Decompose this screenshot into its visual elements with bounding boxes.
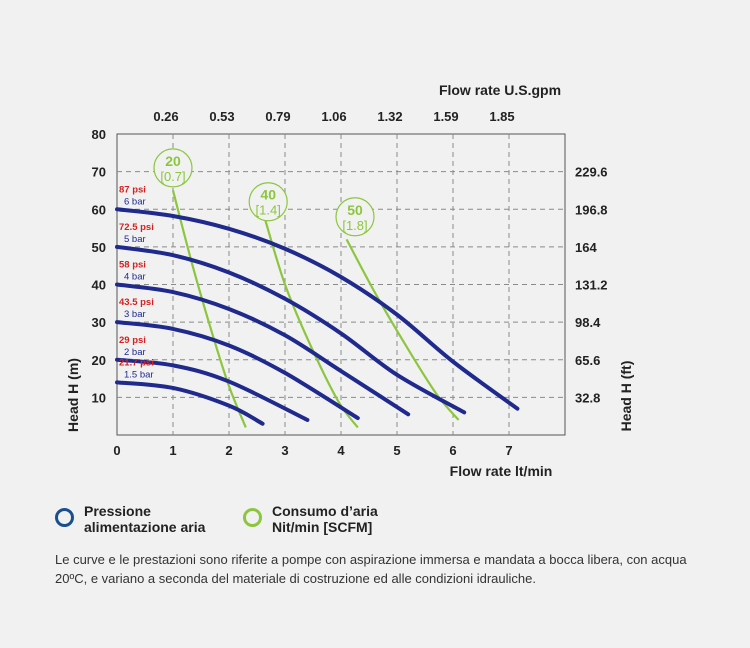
x-tick-label: 1 bbox=[169, 443, 176, 458]
top-tick-label: 1.59 bbox=[433, 109, 458, 124]
bar-label: 5 bar bbox=[124, 234, 146, 245]
right-tick-label: 98.4 bbox=[575, 315, 601, 330]
air-label-circle bbox=[153, 148, 193, 188]
air-label-circle bbox=[335, 197, 375, 237]
y-tick-label: 30 bbox=[92, 315, 106, 330]
x-tick-label: 2 bbox=[225, 443, 232, 458]
y-tick-label: 60 bbox=[92, 202, 106, 217]
x-tick-label: 5 bbox=[393, 443, 400, 458]
air-label-scfm: [0.7] bbox=[160, 169, 185, 184]
air-label-scfm: [1.8] bbox=[342, 218, 367, 233]
air-label-value: 50 bbox=[347, 202, 363, 218]
bar-label: 1.5 bar bbox=[124, 369, 154, 380]
legend-pressure: Pressione alimentazione aria bbox=[55, 503, 205, 535]
y-axis-title-right: Head H (ft) bbox=[618, 361, 634, 432]
top-tick-label: 1.06 bbox=[321, 109, 346, 124]
air-label-circle bbox=[248, 182, 288, 222]
y-tick-label: 80 bbox=[92, 127, 106, 142]
x-axis-title: Flow rate lt/min bbox=[450, 463, 553, 479]
pressure-curve-1.5-bar bbox=[115, 380, 265, 426]
air-ring-icon bbox=[243, 508, 262, 527]
right-tick-label: 131.2 bbox=[575, 278, 608, 293]
psi-label: 29 psi bbox=[119, 335, 146, 346]
pressure-curve-2-bar bbox=[115, 357, 310, 422]
x-tick-label: 4 bbox=[337, 443, 345, 458]
right-tick-label: 229.6 bbox=[575, 165, 608, 180]
right-tick-label: 196.8 bbox=[575, 202, 608, 217]
legend-air-line2: Nit/min [SCFM] bbox=[272, 519, 373, 535]
bar-label: 6 bar bbox=[124, 196, 146, 207]
y-tick-label: 50 bbox=[92, 240, 106, 255]
x-tick-label: 3 bbox=[281, 443, 288, 458]
air-curve-40 bbox=[264, 220, 359, 429]
psi-label: 21.7 psi bbox=[119, 357, 154, 368]
top-tick-label: 1.85 bbox=[489, 109, 514, 124]
right-tick-label: 65.6 bbox=[575, 353, 600, 368]
legend-air: Consumo d’aria Nit/min [SCFM] bbox=[243, 503, 378, 535]
air-curve-20 bbox=[171, 190, 247, 428]
top-tick-label: 0.79 bbox=[265, 109, 290, 124]
bar-label: 2 bar bbox=[124, 347, 146, 358]
top-axis-title: Flow rate U.S.gpm bbox=[439, 82, 561, 98]
footnote: Le curve e le prestazioni sono riferite … bbox=[55, 552, 687, 586]
psi-label: 58 psi bbox=[119, 260, 146, 271]
y-tick-label: 40 bbox=[92, 278, 106, 293]
pressure-curve-4-bar bbox=[115, 282, 411, 417]
legend-air-line1: Consumo d’aria bbox=[272, 503, 378, 519]
x-tick-label: 7 bbox=[505, 443, 512, 458]
air-label-value: 20 bbox=[165, 153, 181, 169]
right-tick-label: 32.8 bbox=[575, 390, 600, 405]
psi-label: 72.5 psi bbox=[119, 222, 154, 233]
air-label-value: 40 bbox=[260, 187, 276, 203]
psi-label: 87 psi bbox=[119, 184, 146, 195]
x-tick-label: 6 bbox=[449, 443, 456, 458]
y-axis-title-left: Head H (m) bbox=[65, 358, 81, 432]
air-label-scfm: [1.4] bbox=[256, 203, 281, 218]
pump-performance-chart: 10 20 30 40 50 60 70 80 0 1 2 3 4 5 6 7 0.26 0.53 0.79 1.06… bbox=[65, 82, 634, 479]
legend-pressure-line1: Pressione bbox=[84, 503, 151, 519]
y-tick-label: 10 bbox=[92, 390, 106, 405]
pressure-curve-3-bar bbox=[115, 320, 360, 421]
psi-label: 43.5 psi bbox=[119, 297, 154, 308]
pressure-ring-icon bbox=[55, 508, 74, 527]
top-tick-label: 1.32 bbox=[377, 109, 402, 124]
pressure-curve-5-bar bbox=[115, 244, 467, 415]
legend-pressure-line2: alimentazione aria bbox=[84, 519, 206, 535]
y-tick-label: 70 bbox=[92, 165, 106, 180]
x-tick-label: 0 bbox=[113, 443, 120, 458]
y-tick-label: 20 bbox=[92, 353, 106, 368]
air-curve-50 bbox=[345, 238, 460, 421]
right-tick-label: 164 bbox=[575, 240, 597, 255]
pressure-curve-6-bar bbox=[115, 207, 520, 411]
bar-label: 3 bar bbox=[124, 309, 146, 320]
bar-label: 4 bar bbox=[124, 272, 146, 283]
top-tick-label: 0.53 bbox=[209, 109, 234, 124]
top-tick-label: 0.26 bbox=[153, 109, 178, 124]
